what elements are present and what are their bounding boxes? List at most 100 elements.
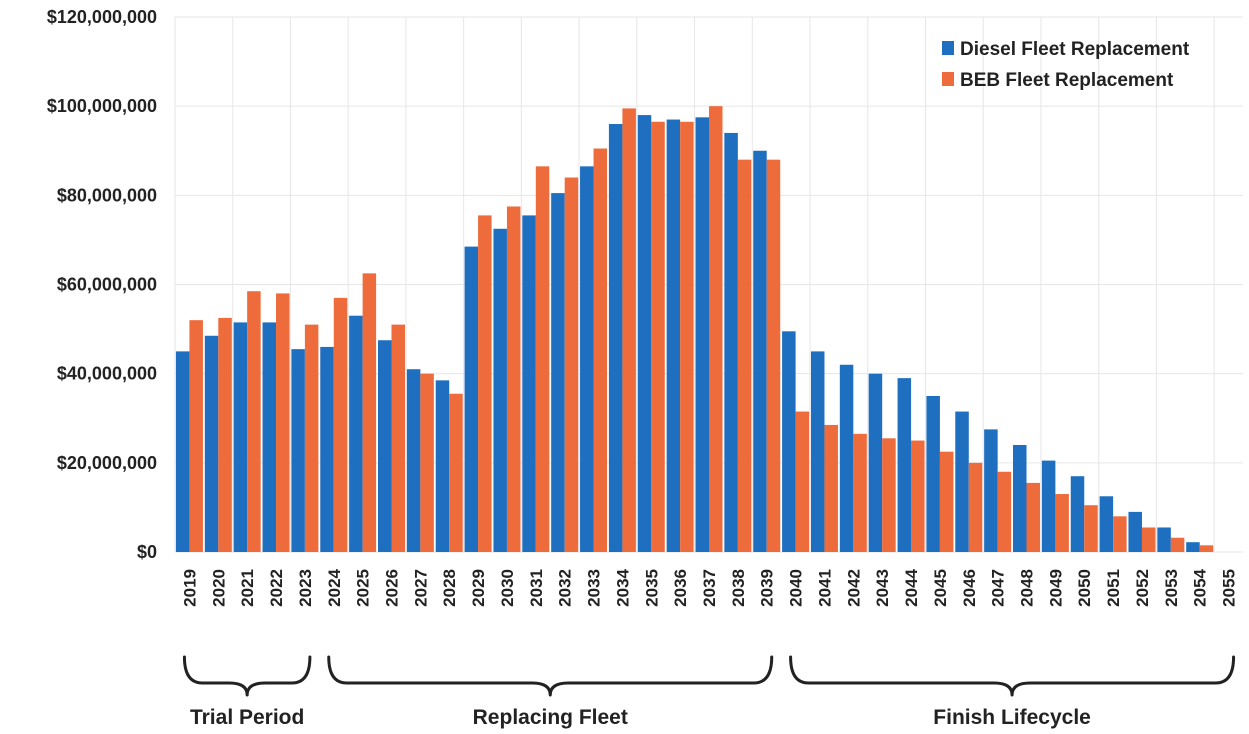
x-tick-label: 2021 — [238, 569, 257, 607]
phase-brace — [182, 655, 312, 697]
bar-diesel-fleet-replacement-2030 — [493, 228, 507, 552]
bar-beb-fleet-replacement-2052 — [1141, 527, 1156, 552]
x-tick-label: 2019 — [180, 569, 199, 607]
bar-diesel-fleet-replacement-2033 — [580, 166, 594, 552]
x-tick-label: 2051 — [1104, 569, 1123, 607]
y-tick-label: $80,000,000 — [57, 185, 157, 205]
y-tick-label: $40,000,000 — [57, 364, 157, 384]
bar-diesel-fleet-replacement-2029 — [464, 246, 479, 552]
bar-diesel-fleet-replacement-2054 — [1186, 542, 1200, 552]
x-tick-label: 2049 — [1046, 569, 1065, 607]
legend-swatch-beb — [942, 72, 954, 86]
bar-beb-fleet-replacement-2044 — [911, 440, 925, 552]
x-tick-label: 2045 — [931, 569, 950, 607]
phase-annotations: Trial Period Replacing Fleet Finish Lifecy… — [182, 655, 1236, 729]
bar-beb-fleet-replacement-2053 — [1170, 537, 1185, 552]
bar-beb-fleet-replacement-2027 — [420, 373, 434, 552]
bar-diesel-fleet-replacement-2043 — [868, 373, 883, 552]
bar-beb-fleet-replacement-2032 — [564, 177, 579, 552]
bar-beb-fleet-replacement-2026 — [391, 324, 405, 553]
bar-diesel-fleet-replacement-2047 — [984, 429, 998, 552]
bar-beb-fleet-replacement-2033 — [593, 148, 608, 552]
bar-beb-fleet-replacement-2030 — [506, 206, 521, 553]
x-tick-label: 2024 — [325, 568, 344, 606]
x-tick-label: 2053 — [1162, 569, 1181, 607]
x-tick-label: 2047 — [989, 569, 1008, 607]
bar-diesel-fleet-replacement-2050 — [1070, 476, 1085, 552]
x-tick-label: 2039 — [758, 569, 777, 607]
phase-brace — [327, 655, 774, 697]
bar-diesel-fleet-replacement-2039 — [753, 150, 767, 552]
legend-label-diesel: Diesel Fleet Replacement — [960, 39, 1190, 60]
x-tick-label: 2034 — [613, 568, 632, 606]
bar-diesel-fleet-replacement-2049 — [1041, 460, 1056, 552]
y-tick-label: $20,000,000 — [57, 453, 157, 473]
bar-diesel-fleet-replacement-2035 — [637, 115, 652, 552]
x-tick-label: 2030 — [498, 569, 517, 607]
phase-label-trial-period: Trial Period — [190, 706, 304, 729]
y-tick-label: $0 — [137, 542, 157, 562]
x-tick-label: 2026 — [382, 569, 401, 607]
bar-diesel-fleet-replacement-2021 — [233, 322, 248, 552]
bar-beb-fleet-replacement-2022 — [276, 293, 290, 552]
bar-beb-fleet-replacement-2028 — [449, 393, 463, 552]
bar-diesel-fleet-replacement-2052 — [1128, 511, 1142, 553]
bar-diesel-fleet-replacement-2048 — [1013, 445, 1027, 552]
bar-beb-fleet-replacement-2035 — [651, 121, 665, 553]
x-tick-label: 2043 — [873, 569, 892, 607]
bar-beb-fleet-replacement-2024 — [333, 297, 348, 553]
bar-diesel-fleet-replacement-2020 — [204, 335, 219, 552]
bar-diesel-fleet-replacement-2022 — [262, 322, 277, 552]
y-tick-label: $100,000,000 — [47, 96, 157, 116]
x-tick-label: 2038 — [729, 569, 748, 607]
bar-beb-fleet-replacement-2038 — [737, 159, 752, 553]
legend-label-beb: BEB Fleet Replacement — [960, 70, 1174, 91]
bar-beb-fleet-replacement-2019 — [189, 320, 203, 552]
bar-beb-fleet-replacement-2025 — [362, 273, 377, 552]
x-tick-label: 2036 — [671, 569, 690, 607]
bar-diesel-fleet-replacement-2019 — [175, 351, 190, 553]
grid — [174, 16, 1243, 553]
bar-beb-fleet-replacement-2034 — [622, 108, 636, 553]
x-tick-label: 2055 — [1220, 569, 1239, 607]
bar-beb-fleet-replacement-2041 — [824, 424, 838, 552]
bar-diesel-fleet-replacement-2028 — [435, 380, 450, 552]
bar-diesel-fleet-replacement-2025 — [349, 315, 363, 552]
bar-beb-fleet-replacement-2048 — [1026, 482, 1041, 552]
bar-beb-fleet-replacement-2023 — [304, 324, 319, 553]
x-tick-label: 2037 — [700, 569, 719, 607]
bar-beb-fleet-replacement-2031 — [535, 166, 550, 552]
bar-diesel-fleet-replacement-2041 — [810, 351, 825, 553]
bar-beb-fleet-replacement-2020 — [218, 317, 232, 552]
x-tick-label: 2032 — [556, 569, 575, 607]
phase-label-finish-lifecycle: Finish Lifecycle — [933, 706, 1091, 729]
bar-beb-fleet-replacement-2045 — [939, 451, 954, 552]
bar-diesel-fleet-replacement-2027 — [406, 369, 421, 552]
bar-diesel-fleet-replacement-2037 — [695, 117, 709, 552]
bar-beb-fleet-replacement-2050 — [1084, 505, 1098, 552]
bar-diesel-fleet-replacement-2032 — [551, 193, 565, 552]
bar-beb-fleet-replacement-2047 — [997, 471, 1012, 552]
x-tick-label: 2033 — [585, 569, 604, 607]
bar-beb-fleet-replacement-2049 — [1055, 494, 1069, 552]
x-tick-label: 2041 — [815, 569, 834, 607]
x-tick-label: 2050 — [1075, 569, 1094, 607]
x-tick-label: 2022 — [267, 569, 286, 607]
bar-beb-fleet-replacement-2054 — [1199, 545, 1214, 552]
bar-diesel-fleet-replacement-2046 — [955, 411, 969, 552]
legend: Diesel Fleet Replacement BEB Fleet Repla… — [942, 39, 1190, 91]
bar-beb-fleet-replacement-2042 — [853, 433, 867, 552]
legend-swatch-diesel — [942, 41, 954, 55]
y-axis: $0 $20,000,000 $40,000,000 $60,000,000 $80,0… — [47, 7, 157, 562]
x-tick-label: 2020 — [209, 569, 228, 607]
bar-diesel-fleet-replacement-2053 — [1157, 527, 1171, 552]
x-tick-label: 2046 — [960, 569, 979, 607]
bar-diesel-fleet-replacement-2038 — [724, 132, 738, 553]
bar-diesel-fleet-replacement-2040 — [782, 331, 796, 552]
x-tick-label: 2023 — [296, 569, 315, 607]
bar-beb-fleet-replacement-2040 — [795, 411, 810, 552]
bar-beb-fleet-replacement-2037 — [709, 106, 723, 553]
bar-diesel-fleet-replacement-2031 — [522, 215, 536, 552]
